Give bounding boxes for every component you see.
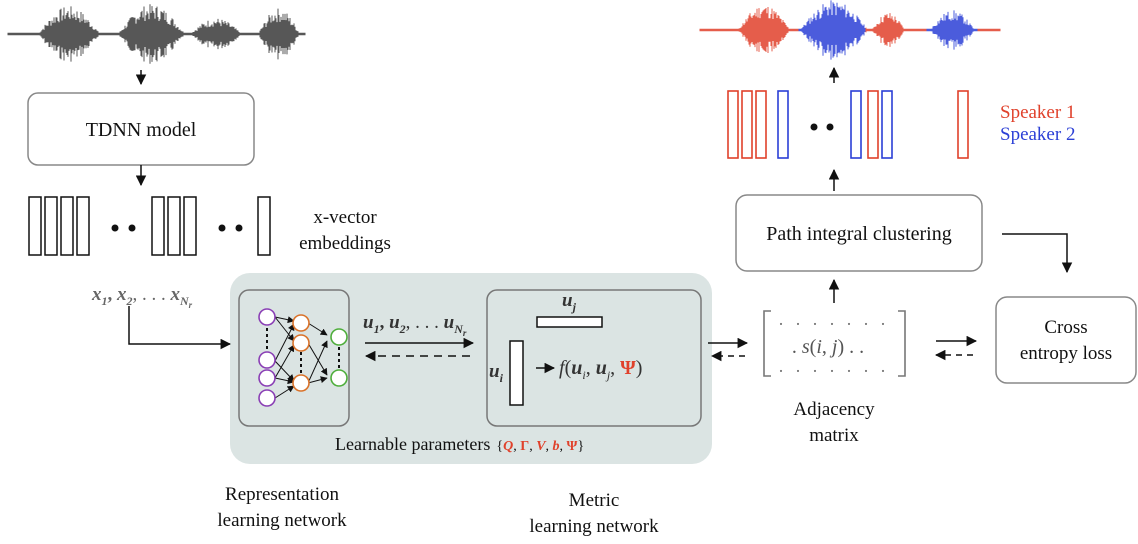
xvector-bar xyxy=(257,196,271,256)
arrow-embeddings-to-network xyxy=(128,306,232,350)
nn-edge xyxy=(274,316,295,342)
matrix-entry: . s(i, j) . . xyxy=(792,336,864,358)
adjacency-caption-line2: matrix xyxy=(809,425,859,446)
cross-entropy-border xyxy=(995,296,1137,384)
neural-network-icon xyxy=(258,308,348,407)
nn-output-node xyxy=(330,328,348,346)
nn-edge xyxy=(274,385,295,399)
xvector-bar xyxy=(151,196,165,256)
path-clustering-label: Path integral clustering xyxy=(766,223,952,245)
speaker2-bar xyxy=(777,90,789,159)
xvector-bar xyxy=(28,196,42,256)
nn-input-node xyxy=(258,369,276,387)
nn-edge xyxy=(307,342,328,376)
speaker1-bar xyxy=(957,90,969,159)
speaker1-bar xyxy=(727,90,739,159)
cross-entropy-label-line1: Cross xyxy=(1044,317,1087,338)
matrix-dots-top: . . . . . . . xyxy=(779,309,890,329)
adjacency-matrix: . . . . . . . . s(i, j) . . . . . . . . … xyxy=(763,309,906,377)
legend-speaker2: Speaker 2 xyxy=(1000,124,1075,145)
speaker-ellipsis xyxy=(810,123,834,131)
metric-network-box xyxy=(486,289,702,427)
xvector-label-line2: embeddings xyxy=(299,233,391,254)
xvector-ellipsis xyxy=(111,224,243,232)
uj-label: uj xyxy=(562,290,577,314)
tdnn-box: TDNN model xyxy=(27,92,255,166)
speaker-bars xyxy=(727,90,969,159)
xvector-bar xyxy=(60,196,74,256)
input-waveform xyxy=(7,4,306,64)
f-expression: f(ui, uj, Ψ) xyxy=(559,357,642,382)
path-clustering-box: Path integral clustering xyxy=(735,194,983,272)
right-bracket xyxy=(898,310,906,377)
output-waveform xyxy=(699,0,1001,60)
ui-vector-bar xyxy=(509,340,524,406)
nn-hidden-node xyxy=(292,374,310,392)
repr-caption-line1: Representation xyxy=(225,484,339,505)
nn-input-node xyxy=(258,308,276,326)
nn-edge xyxy=(274,316,295,324)
x-sequence-label: x1, x2, . . . xNr xyxy=(91,284,193,310)
speaker1-bar xyxy=(755,90,767,159)
nn-input-node xyxy=(258,389,276,407)
path-clustering-border xyxy=(735,194,983,272)
nn-hidden-node xyxy=(292,314,310,332)
speaker1-bar xyxy=(741,90,753,159)
legend-speaker1: Speaker 1 xyxy=(1000,102,1075,123)
metric-caption-line1: Metric xyxy=(569,490,620,511)
u-sequence-label: u1, u2, . . . uNr xyxy=(363,312,467,338)
matrix-dots-bottom: . . . . . . . xyxy=(779,356,890,376)
nn-input-node xyxy=(258,351,276,369)
nn-edge xyxy=(274,344,295,379)
metric-caption-line2: learning network xyxy=(529,516,659,537)
xvector-label-line1: x-vector xyxy=(313,207,377,228)
xvector-bar xyxy=(167,196,181,256)
nn-hidden-node xyxy=(292,334,310,352)
cross-entropy-label-line2: entropy loss xyxy=(1020,343,1112,364)
xvector-bar xyxy=(183,196,197,256)
nn-edge xyxy=(274,377,295,385)
speaker2-bar xyxy=(881,90,893,159)
nn-output-node xyxy=(330,369,348,387)
left-bracket xyxy=(763,310,771,377)
xvector-bar xyxy=(44,196,58,256)
repr-caption-line2: learning network xyxy=(217,510,347,531)
learnable-params-label: Learnable parameters {Q, Γ, V, b, Ψ} xyxy=(335,434,584,454)
cross-entropy-box: Cross entropy loss xyxy=(995,296,1137,384)
tdnn-label: TDNN model xyxy=(86,119,197,141)
adjacency-caption-line1: Adjacency xyxy=(793,399,875,420)
uj-vector-bar xyxy=(536,316,603,328)
nn-edge xyxy=(307,376,328,384)
xvector-bar xyxy=(76,196,90,256)
representation-network-box xyxy=(238,289,350,427)
speaker1-bar xyxy=(867,90,879,159)
nn-edge xyxy=(307,340,328,384)
nn-edge xyxy=(274,323,295,362)
ui-label: ui xyxy=(489,361,504,385)
xvector-bars xyxy=(28,196,271,256)
arrow-clustering-to-loss xyxy=(1002,233,1073,274)
nn-edge xyxy=(307,322,328,336)
speaker2-bar xyxy=(850,90,862,159)
